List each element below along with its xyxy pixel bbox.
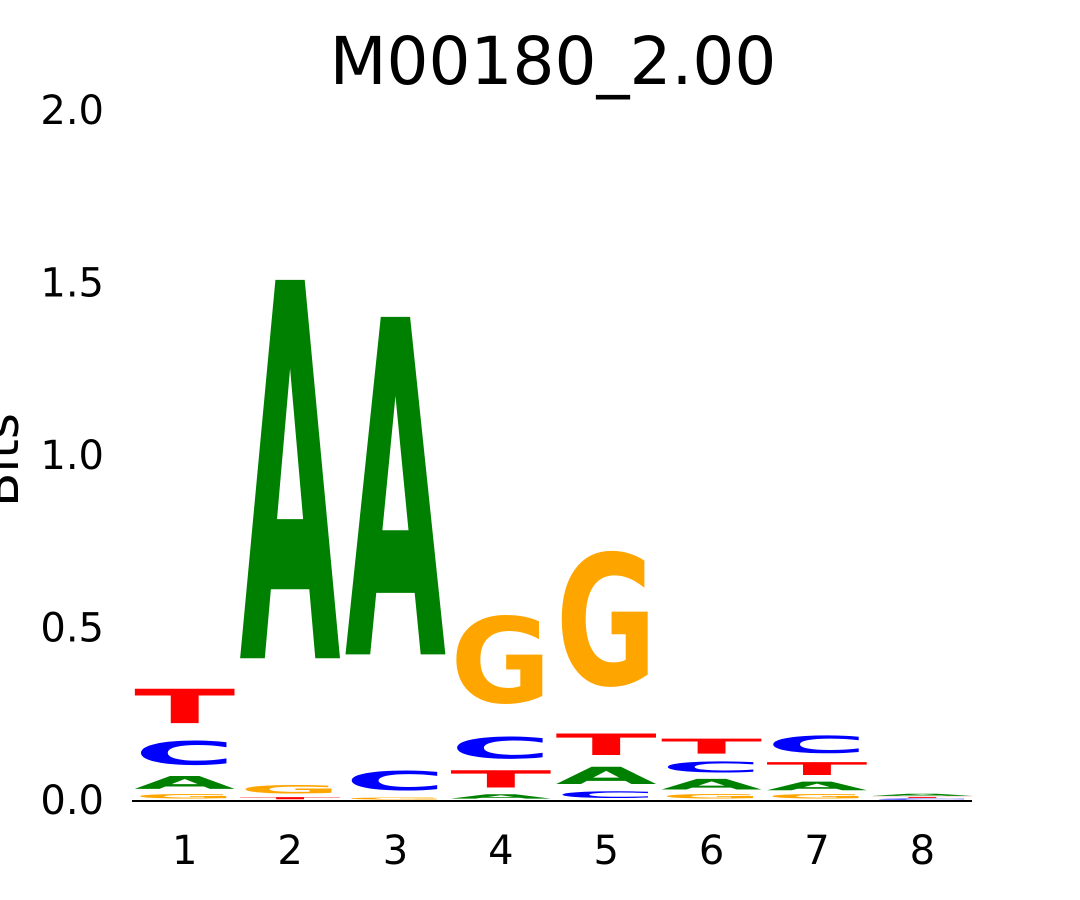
logo-letter-c: C (556, 790, 657, 800)
logo-letter-t: T (556, 728, 657, 762)
logo-letter-a: A (661, 776, 762, 793)
logo-letter-a: A (872, 793, 974, 796)
logo-letter-t: T (872, 797, 973, 799)
logo-letter-g: G (345, 797, 446, 800)
logo-letter-c: C (134, 734, 235, 772)
logo-letter-g: G (239, 783, 340, 797)
logo-letter-t: T (134, 679, 235, 734)
x-tick-label: 2 (277, 828, 302, 874)
x-axis-ticks: 1 2 3 4 5 6 7 8 (172, 828, 935, 874)
logo-letter-a: A (345, 226, 447, 765)
logo-letter-a: A (766, 779, 867, 793)
logo-letter-g: G (450, 594, 551, 731)
x-tick-label: 6 (699, 828, 724, 874)
logo-letter-g: G (766, 793, 867, 800)
logo-letter-a: A (134, 772, 235, 793)
y-tick-label: 0.5 (40, 606, 104, 652)
logo-letter-g: G (661, 793, 762, 800)
y-axis-ticks: 0.0 0.5 1.0 1.5 2.0 (40, 88, 104, 824)
x-tick-label: 5 (593, 828, 618, 874)
logo-letter-g: G (134, 793, 235, 800)
x-tick-label: 3 (383, 828, 408, 874)
logo-letter-c: C (450, 731, 551, 766)
logo-letter-t: T (766, 759, 867, 780)
x-tick-label: 8 (910, 828, 935, 874)
logo-letter-c: C (766, 731, 867, 758)
y-axis-label: Bits (0, 413, 30, 507)
x-tick-label: 4 (488, 828, 513, 874)
y-tick-label: 0.0 (40, 778, 104, 824)
logo-letter-g: G (556, 519, 657, 728)
logo-letter-a: A (556, 762, 658, 789)
y-tick-label: 1.5 (40, 261, 104, 307)
x-tick-label: 7 (804, 828, 829, 874)
logo-letter-c: C (345, 766, 446, 797)
y-tick-label: 1.0 (40, 433, 104, 479)
logo-letter-a: A (239, 178, 341, 781)
logo-letter-t: T (239, 797, 340, 800)
chart-title: M00180_2.00 (330, 23, 777, 100)
x-tick-label: 1 (172, 828, 197, 874)
logo-letter-c: C (661, 759, 762, 776)
logo-letter-t: T (661, 735, 762, 759)
logo-letter-t: T (450, 766, 551, 794)
y-tick-label: 2.0 (40, 88, 104, 134)
logo-letter-a: A (450, 793, 552, 800)
logo-letter-c: C (872, 798, 973, 800)
